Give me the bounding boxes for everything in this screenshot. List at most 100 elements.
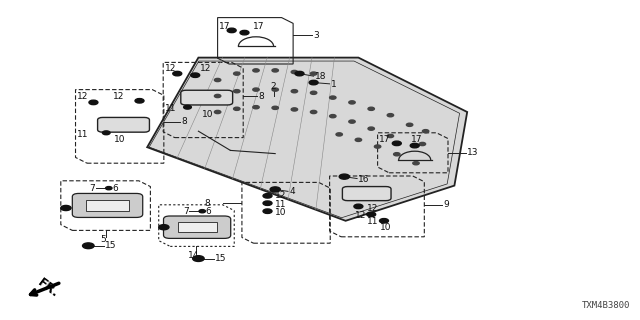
Circle shape <box>214 94 221 98</box>
Circle shape <box>413 162 419 165</box>
Text: 2: 2 <box>270 82 276 91</box>
Text: 11: 11 <box>77 130 88 139</box>
Text: 12: 12 <box>355 211 367 220</box>
Circle shape <box>234 107 240 110</box>
Text: 15: 15 <box>215 254 227 263</box>
Circle shape <box>240 30 249 35</box>
Circle shape <box>410 143 419 148</box>
Circle shape <box>263 209 272 213</box>
Text: 12: 12 <box>113 92 124 101</box>
Circle shape <box>89 100 98 105</box>
Text: 1: 1 <box>331 80 337 89</box>
Circle shape <box>291 90 298 93</box>
Text: 11: 11 <box>367 217 378 226</box>
Text: 12: 12 <box>275 191 287 200</box>
Circle shape <box>355 138 362 141</box>
Circle shape <box>173 71 182 76</box>
Circle shape <box>272 69 278 72</box>
FancyBboxPatch shape <box>178 222 216 232</box>
Text: 4: 4 <box>289 188 295 196</box>
Text: 3: 3 <box>314 31 319 40</box>
Text: 10: 10 <box>380 223 391 232</box>
Circle shape <box>310 72 317 75</box>
Circle shape <box>330 96 336 99</box>
FancyBboxPatch shape <box>72 193 143 218</box>
Circle shape <box>234 90 240 93</box>
Circle shape <box>310 110 317 114</box>
Circle shape <box>102 131 110 135</box>
Circle shape <box>83 243 94 249</box>
Circle shape <box>309 80 318 85</box>
Circle shape <box>291 108 298 111</box>
Text: 10: 10 <box>275 208 287 217</box>
Circle shape <box>380 219 388 223</box>
Circle shape <box>263 201 272 205</box>
Circle shape <box>392 141 401 146</box>
Circle shape <box>291 70 298 74</box>
Text: TXM4B3800: TXM4B3800 <box>582 301 630 310</box>
Circle shape <box>270 187 280 192</box>
Text: 10: 10 <box>202 110 213 119</box>
Text: 12: 12 <box>367 204 378 212</box>
Text: 13: 13 <box>467 148 479 157</box>
Text: 8: 8 <box>259 92 264 100</box>
Circle shape <box>61 205 71 211</box>
Circle shape <box>419 142 426 146</box>
Circle shape <box>193 256 204 261</box>
Text: 17: 17 <box>411 135 422 144</box>
Circle shape <box>234 72 240 75</box>
Circle shape <box>214 78 221 82</box>
Circle shape <box>191 73 200 77</box>
Text: 5: 5 <box>100 236 106 244</box>
Circle shape <box>227 28 236 33</box>
Circle shape <box>422 130 429 133</box>
Circle shape <box>374 145 381 148</box>
Text: 12: 12 <box>164 64 176 73</box>
Text: 12: 12 <box>77 92 88 101</box>
Text: 17: 17 <box>379 135 390 144</box>
Circle shape <box>394 153 400 156</box>
FancyBboxPatch shape <box>164 216 231 238</box>
Circle shape <box>263 194 272 198</box>
Text: 17: 17 <box>219 22 230 31</box>
Circle shape <box>253 88 259 91</box>
Circle shape <box>368 127 374 130</box>
Text: 8: 8 <box>181 117 187 126</box>
Text: FR.: FR. <box>35 276 61 301</box>
FancyBboxPatch shape <box>86 200 129 211</box>
Circle shape <box>387 134 394 138</box>
Text: 18: 18 <box>315 72 326 81</box>
Text: 6: 6 <box>112 184 118 193</box>
Text: 16: 16 <box>358 175 370 184</box>
Circle shape <box>272 106 278 109</box>
Circle shape <box>159 225 169 230</box>
Circle shape <box>354 204 363 209</box>
Text: 6: 6 <box>205 207 211 216</box>
Circle shape <box>214 110 221 114</box>
FancyBboxPatch shape <box>180 90 233 105</box>
Circle shape <box>135 99 144 103</box>
Circle shape <box>253 106 259 109</box>
Circle shape <box>106 187 112 190</box>
Circle shape <box>367 212 376 217</box>
Text: 7: 7 <box>183 207 189 216</box>
Text: 10: 10 <box>114 135 125 144</box>
Circle shape <box>310 91 317 94</box>
Circle shape <box>272 88 278 91</box>
Circle shape <box>336 133 342 136</box>
Circle shape <box>406 123 413 126</box>
Text: 17: 17 <box>253 22 264 31</box>
Text: 15: 15 <box>105 241 116 250</box>
Circle shape <box>253 69 259 72</box>
Circle shape <box>349 120 355 123</box>
Circle shape <box>339 174 349 179</box>
Circle shape <box>184 105 191 109</box>
Circle shape <box>368 107 374 110</box>
Circle shape <box>295 71 304 76</box>
Circle shape <box>349 101 355 104</box>
Text: 12: 12 <box>200 64 212 73</box>
Text: 11: 11 <box>164 104 176 113</box>
FancyBboxPatch shape <box>97 117 150 132</box>
FancyBboxPatch shape <box>342 187 391 201</box>
Circle shape <box>199 210 205 213</box>
